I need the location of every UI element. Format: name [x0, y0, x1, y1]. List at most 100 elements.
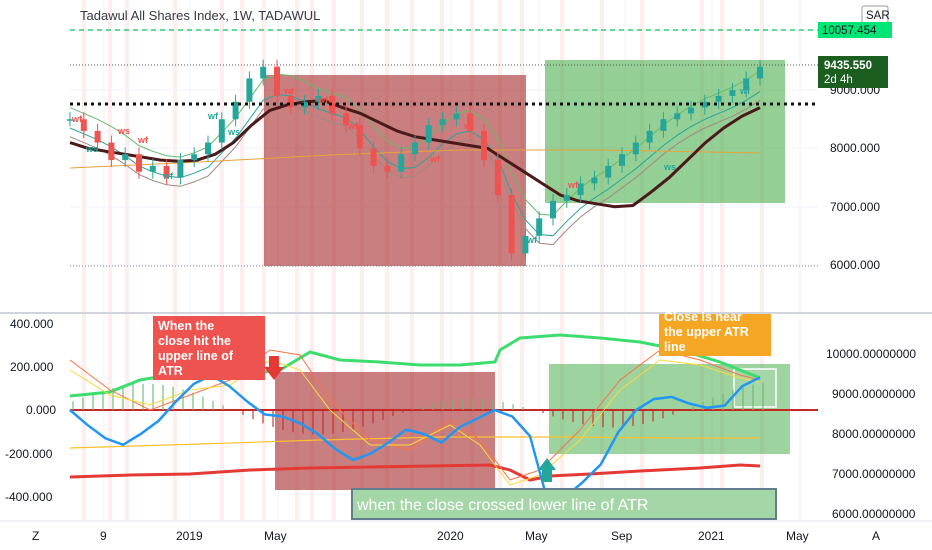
time-axis: 9 2019 May 2020 May Sep 2021 May	[100, 529, 809, 543]
candle-body	[94, 130, 101, 143]
histogram-bar	[72, 401, 74, 410]
session-stripe	[108, 314, 112, 520]
histogram-bar	[732, 390, 734, 410]
svg-text:wf: wf	[207, 111, 219, 121]
session-stripe	[498, 314, 502, 520]
histogram-bar	[482, 398, 484, 410]
candle-body	[260, 66, 267, 79]
histogram-bar	[712, 397, 714, 410]
session-stripe	[240, 314, 244, 520]
last-price-badge	[818, 56, 888, 88]
price-tick: 6000.000	[830, 258, 880, 272]
candle-body	[191, 154, 198, 161]
callout-line: ATR	[158, 364, 183, 378]
candle-body	[729, 90, 736, 96]
candle-body	[384, 165, 391, 172]
histogram-bar	[272, 410, 274, 427]
candle-body	[315, 95, 322, 102]
candle-body	[370, 148, 377, 166]
histogram-bar	[512, 404, 514, 410]
histogram-bar	[522, 406, 524, 410]
histogram-bar	[312, 410, 314, 435]
histogram-bar	[112, 387, 114, 410]
osc-left-tick: -200.000	[5, 447, 53, 461]
candle-body	[301, 101, 308, 108]
candle-body	[80, 119, 87, 131]
candle-body	[163, 165, 170, 178]
histogram-bar	[332, 410, 334, 434]
svg-text:ws: ws	[227, 127, 240, 137]
currency-label: SAR	[866, 10, 890, 22]
histogram-bar	[682, 410, 684, 411]
zoom-button[interactable]: Z	[32, 529, 39, 543]
time-tick: Sep	[611, 529, 633, 543]
callout-line: When the	[158, 319, 214, 333]
osc-right-tick: 9000.00000000	[832, 387, 916, 401]
histogram-bar	[582, 410, 584, 425]
candle-body	[619, 154, 625, 166]
histogram-bar	[602, 410, 604, 428]
histogram-bar	[662, 410, 664, 419]
callout-line: line	[664, 340, 686, 354]
svg-text:wf: wf	[429, 154, 441, 164]
histogram-bar	[432, 403, 434, 410]
histogram-bar	[762, 382, 764, 410]
session-stripe	[220, 0, 224, 312]
candle-body	[136, 154, 142, 172]
histogram-bar	[622, 410, 624, 428]
candle-body	[398, 154, 405, 172]
candle-body	[356, 125, 363, 149]
callout-line: close hit the	[158, 334, 231, 348]
candle-body	[701, 101, 708, 108]
last-price: 9435.550	[824, 60, 872, 72]
auto-scale-button[interactable]: A	[872, 529, 880, 543]
svg-text:wf: wf	[162, 171, 174, 181]
osc-right-tick: 7000.00000000	[832, 467, 916, 481]
candle-body	[660, 119, 667, 131]
histogram-bar	[652, 410, 654, 422]
near-upper-callout	[659, 314, 771, 356]
candle-body	[563, 195, 570, 201]
candle-body	[177, 160, 184, 178]
candle-body	[343, 113, 349, 126]
time-tick: 2020	[437, 529, 464, 543]
session-stripe	[82, 0, 86, 312]
candle-body	[453, 113, 460, 120]
histogram-bar	[742, 386, 744, 410]
histogram-bar	[132, 384, 134, 410]
candles	[67, 59, 763, 261]
histogram-bar	[422, 405, 424, 410]
time-tick: 2021	[698, 529, 725, 543]
candle-body	[577, 183, 584, 196]
histogram-bar	[472, 398, 474, 410]
svg-text:ws: ws	[85, 144, 98, 154]
oscillator-right-axis: 10000.00000000 9000.00000000 8000.000000…	[826, 347, 916, 521]
session-stripe	[240, 0, 244, 312]
upper-level-badge	[818, 22, 892, 38]
histogram-bar	[222, 405, 224, 410]
histogram-bar	[722, 393, 724, 410]
session-stripe	[173, 0, 177, 312]
candle-body	[149, 165, 156, 172]
session-stripe	[82, 314, 86, 520]
candle-body	[122, 154, 129, 161]
histogram-bar	[102, 390, 104, 410]
candle-body	[481, 130, 487, 161]
price-tick: 7000.000	[830, 200, 880, 214]
histogram-bar	[642, 410, 644, 425]
histogram-bar	[252, 410, 254, 420]
time-tick: 9	[100, 529, 107, 543]
candle-body	[757, 66, 763, 79]
candle-body	[218, 119, 225, 143]
histogram-bar	[452, 399, 454, 410]
histogram-bar	[322, 410, 324, 435]
svg-text:wf: wf	[317, 95, 329, 105]
histogram-bar	[562, 410, 564, 420]
histogram-bar	[262, 410, 264, 424]
histogram-bar	[182, 389, 184, 410]
histogram-bar	[82, 397, 84, 410]
upper-level-price: 10057.454	[822, 25, 877, 37]
price-tick: 8000.000	[830, 141, 880, 155]
svg-text:wf: wf	[347, 121, 359, 131]
